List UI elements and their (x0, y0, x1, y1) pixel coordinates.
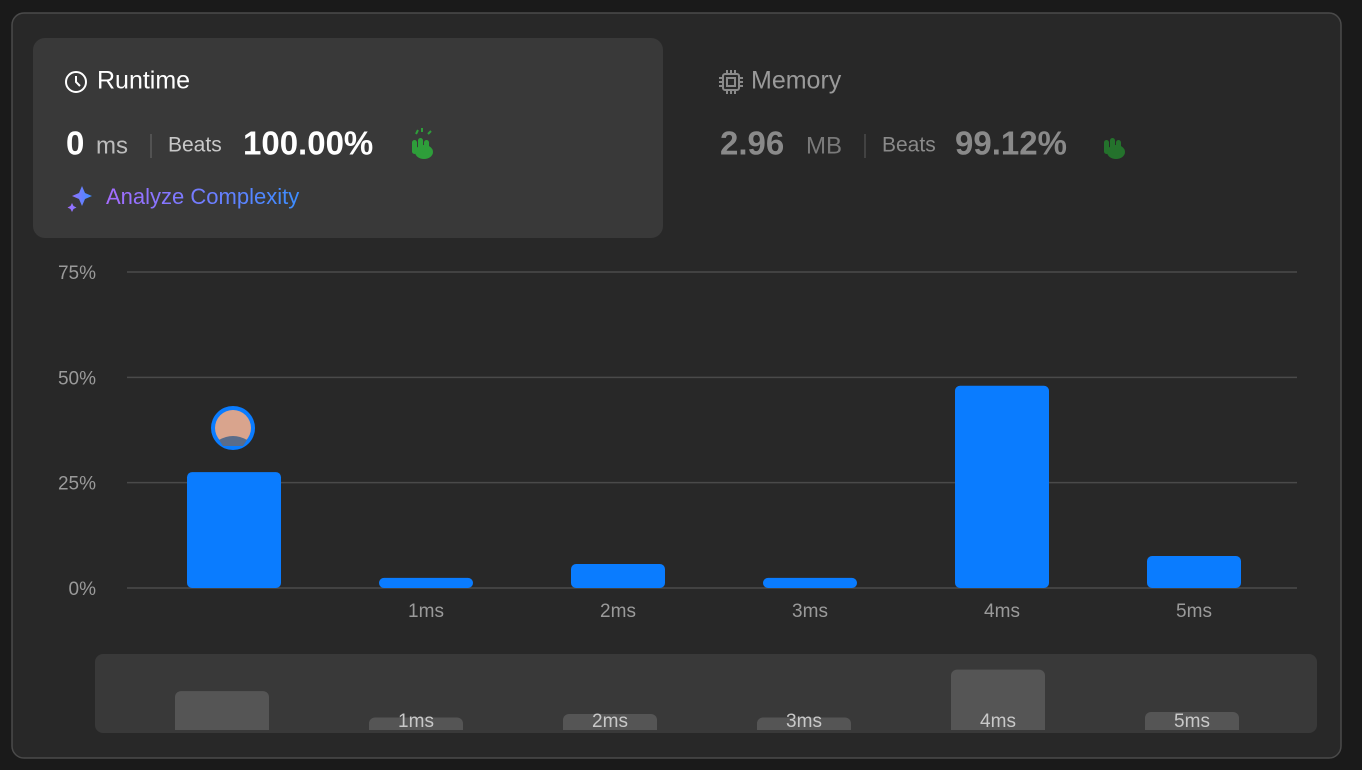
runtime-value: 0 (66, 125, 84, 162)
x-tick-label: 4ms (984, 601, 1020, 622)
runtime-card[interactable] (33, 38, 663, 238)
y-tick-label: 75% (58, 263, 96, 284)
bar (763, 577, 857, 588)
memory-beats: 99.12% (955, 125, 1067, 162)
clock-icon (65, 71, 87, 93)
memory-title: Memory (751, 67, 842, 95)
bar (955, 385, 1049, 588)
clap-icon (1104, 138, 1125, 159)
runtime-title: Runtime (97, 67, 190, 95)
overview-panel[interactable] (95, 654, 1317, 733)
overview-label: 1ms (398, 711, 434, 732)
y-tick-label: 25% (58, 474, 96, 495)
runtime-unit: ms (96, 132, 128, 159)
clap-icon (412, 128, 433, 159)
bar (1147, 555, 1241, 588)
y-tick-label: 0% (69, 579, 97, 600)
overview-bar (175, 691, 269, 730)
runtime-beats: 100.00% (243, 125, 373, 162)
overview: 1ms 2ms 3ms 4ms 5ms (175, 669, 1239, 732)
overview-bar (369, 717, 463, 730)
overview-label: 3ms (786, 711, 822, 732)
chip-icon (719, 70, 743, 94)
memory-value: 2.96 (720, 125, 784, 162)
analyze-link[interactable]: Analyze Complexity (106, 184, 299, 209)
memory-unit: MB (806, 132, 842, 159)
y-tick-label: 50% (58, 368, 96, 389)
sparkle-icon (67, 186, 92, 212)
overview-bar (563, 714, 657, 730)
beats-label: Beats (882, 134, 936, 157)
x-tick-label: 2ms (600, 601, 636, 622)
bar (571, 563, 665, 588)
overview-label: 2ms (592, 711, 628, 732)
bar (379, 577, 473, 588)
overview-bar (951, 669, 1045, 730)
overview-label: 5ms (1174, 711, 1210, 732)
overview-bar (1145, 712, 1239, 730)
x-tick-label: 1ms (408, 601, 444, 622)
overview-label: 4ms (980, 711, 1016, 732)
overview-bar (757, 717, 851, 730)
beats-label: Beats (168, 134, 222, 157)
avatar-face (215, 410, 251, 446)
x-tick-label: 5ms (1176, 601, 1212, 622)
x-tick-label: 3ms (792, 601, 828, 622)
bar (187, 472, 281, 588)
avatar-shirt (219, 436, 247, 446)
